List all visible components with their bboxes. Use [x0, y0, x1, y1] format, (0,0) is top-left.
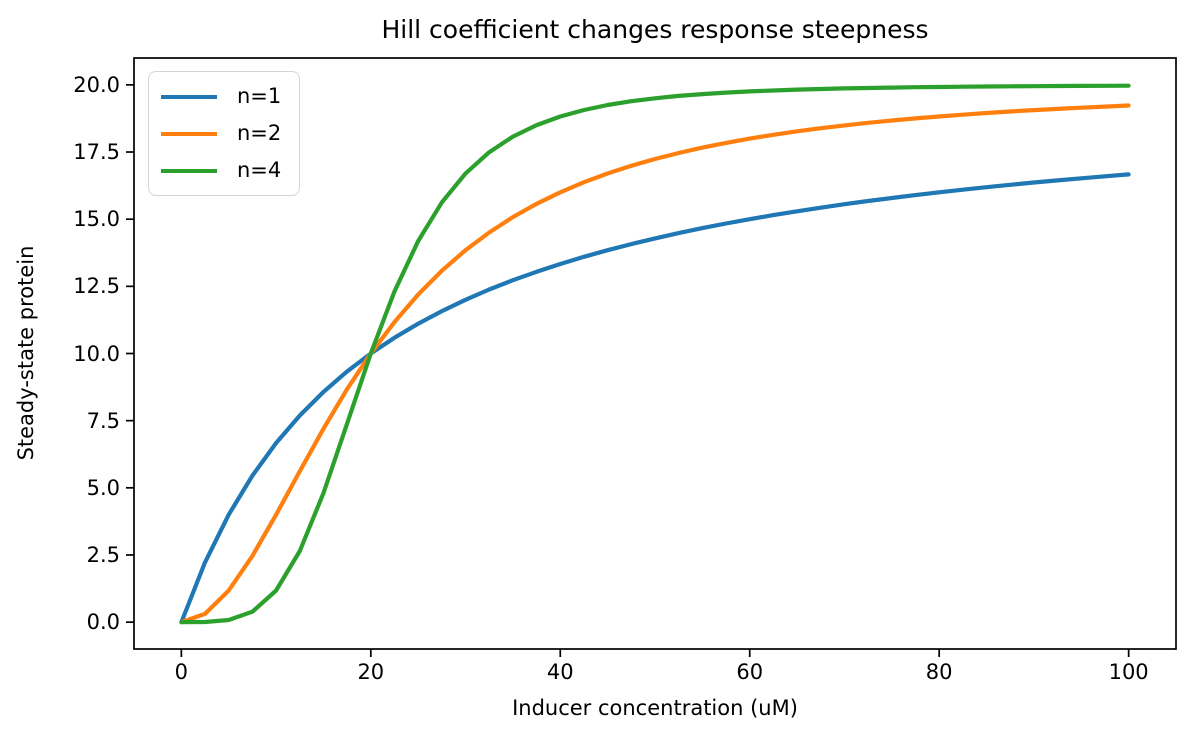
legend-item-n4: n=4	[161, 160, 287, 181]
y-tick-label: 12.5	[73, 274, 120, 299]
series-line-n1	[179, 172, 1131, 625]
legend-label-n1: n=1	[237, 84, 282, 108]
legend-line-swatch-n2	[161, 131, 217, 136]
y-tick-label: 20.0	[73, 72, 120, 97]
series-line-n4	[179, 83, 1131, 625]
y-tick-label: 5.0	[86, 475, 120, 500]
y-tick-label: 7.5	[86, 408, 120, 433]
y-tick-label: 10.0	[73, 341, 120, 366]
legend-item-n2: n=2	[161, 123, 287, 144]
legend-label-n4: n=4	[237, 158, 282, 182]
y-tick-label: 15.0	[73, 207, 120, 232]
x-axis-label: Inducer concentration (uM)	[512, 696, 798, 720]
chart-title: Hill coefficient changes response steepn…	[381, 15, 929, 44]
x-tick-label: 20	[357, 660, 385, 684]
x-tick-label: 40	[546, 660, 574, 684]
legend-item-n1: n=1	[161, 86, 287, 107]
y-tick-label: 2.5	[86, 542, 120, 567]
y-tick-label: 17.5	[73, 140, 120, 165]
x-tick-label: 60	[736, 660, 764, 684]
x-tick-label: 100	[1108, 660, 1149, 684]
x-tick-label: 0	[174, 660, 189, 684]
series-line-n2	[179, 103, 1131, 625]
x-tick-label: 80	[925, 660, 953, 684]
y-tick-label: 0.0	[86, 610, 120, 635]
legend-label-n2: n=2	[237, 121, 282, 145]
legend-line-swatch-n1	[161, 94, 217, 99]
legend-line-swatch-n4	[161, 168, 217, 173]
legend: n=1 n=2 n=4	[148, 71, 300, 196]
